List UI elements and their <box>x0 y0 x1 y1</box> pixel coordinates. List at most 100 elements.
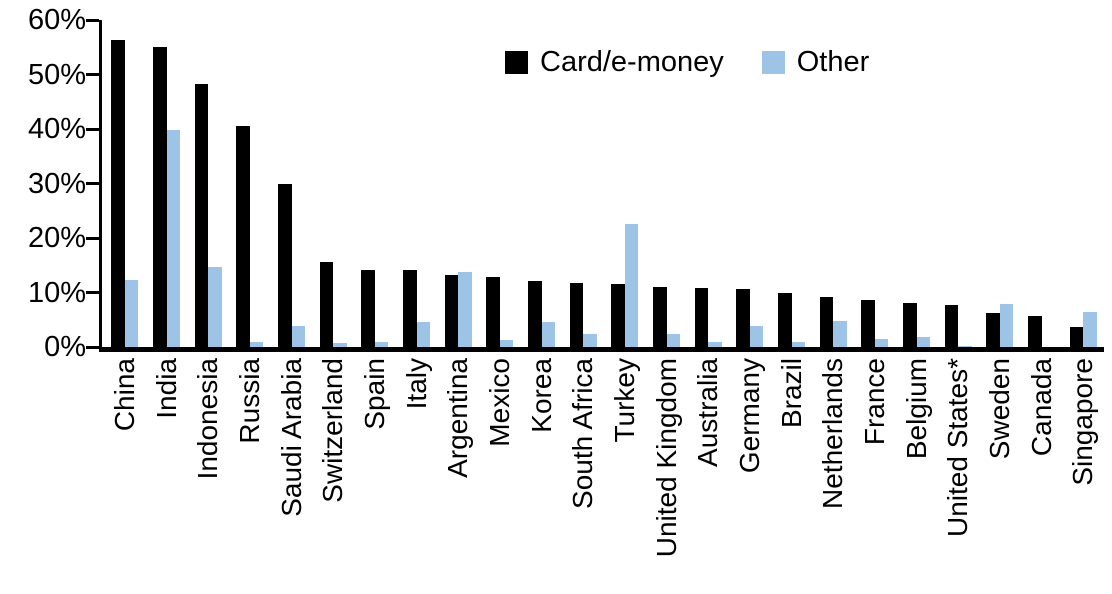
y-tick-mark <box>86 73 99 76</box>
bar-card-united-states <box>944 305 959 347</box>
legend-item-other: Other <box>761 46 870 78</box>
bar-other-turkey <box>624 223 639 347</box>
legend-swatch-card-e-money <box>505 50 528 74</box>
y-tick-label-50: 50% <box>27 58 86 91</box>
x-category-label-canada: Canada <box>1021 358 1063 590</box>
x-category-label-text: France <box>858 358 890 446</box>
legend-label-card-e-money: Card/e-money <box>540 46 724 78</box>
legend: Card/e-money Other <box>505 47 869 77</box>
x-category-label-text: Italy <box>400 358 432 410</box>
bar-card-india <box>153 47 167 347</box>
y-tick-label-20: 20% <box>27 222 86 254</box>
x-category-label-sweden: Sweden <box>979 358 1021 590</box>
x-category-label-india: India <box>146 358 188 590</box>
y-tick-label-40: 40% <box>27 113 86 145</box>
bar-other-netherlands <box>833 320 847 347</box>
x-category-label-text: Singapore <box>1067 358 1099 486</box>
bar-card-turkey <box>611 283 625 347</box>
bar-other-australia <box>708 342 722 347</box>
y-tick-label-30: 30% <box>27 167 86 200</box>
x-category-label-text: Indonesia <box>192 358 224 480</box>
y-tick-mark <box>86 127 99 131</box>
y-tick-mark <box>86 182 99 185</box>
x-category-label-korea: Korea <box>521 358 563 590</box>
bar-card-saudi-arabia <box>278 184 292 347</box>
x-category-label-saudi-arabia: Saudi Arabia <box>271 358 313 590</box>
x-axis-line <box>99 347 1104 352</box>
bar-other-france <box>874 338 889 347</box>
x-category-label-text: United Kingdom <box>650 358 682 558</box>
x-category-label-text: Netherlands <box>817 358 849 509</box>
bar-other-switzerland <box>333 343 347 347</box>
x-category-label-text: Australia <box>692 358 724 467</box>
y-tick-mark <box>86 345 99 349</box>
bar-other-brazil <box>791 341 805 347</box>
x-category-label-united-states: United States* <box>937 358 979 590</box>
x-category-label-south-africa: South Africa <box>562 358 604 590</box>
bar-card-south-africa <box>569 283 584 347</box>
x-category-label-text: Russia <box>233 358 265 444</box>
bar-card-argentina <box>444 274 459 347</box>
plot-area <box>104 20 1104 347</box>
bar-card-belgium <box>903 302 917 347</box>
bar-card-netherlands <box>819 296 834 347</box>
bar-card-france <box>861 300 875 347</box>
x-category-label-text: Argentina <box>442 358 474 478</box>
bar-other-indonesia <box>208 267 222 347</box>
x-category-label-spain: Spain <box>354 358 396 590</box>
bar-other-china <box>124 279 139 347</box>
x-category-label-text: Canada <box>1025 358 1057 457</box>
x-category-label-australia: Australia <box>687 358 729 590</box>
x-category-label-text: Turkey <box>608 358 640 443</box>
x-category-label-text: Saudi Arabia <box>275 358 307 517</box>
bar-other-south-africa <box>583 334 597 347</box>
x-category-label-text: Brazil <box>775 358 807 429</box>
bar-other-mexico <box>499 340 514 347</box>
x-category-label-text: Germany <box>733 358 765 474</box>
y-tick-label-0: 0% <box>44 331 86 363</box>
x-category-label-text: South Africa <box>567 358 599 509</box>
bar-card-germany <box>736 289 750 347</box>
bar-other-korea <box>541 321 555 347</box>
bar-other-united-states <box>958 346 972 347</box>
x-category-label-switzerland: Switzerland <box>312 358 354 590</box>
bar-card-korea <box>528 280 542 347</box>
bar-card-spain <box>361 270 375 347</box>
y-tick-mark <box>86 236 99 240</box>
y-axis-line <box>99 20 102 352</box>
legend-label-other: Other <box>796 46 870 78</box>
bar-card-united-kingdom <box>653 287 667 347</box>
bar-other-india <box>166 130 180 347</box>
x-category-label-russia: Russia <box>229 358 271 590</box>
bar-other-germany <box>749 325 764 347</box>
bar-other-belgium <box>916 336 930 347</box>
bar-card-china <box>111 40 125 347</box>
bar-card-brazil <box>778 293 792 347</box>
x-category-label-united-kingdom: United Kingdom <box>646 358 688 590</box>
bar-card-australia <box>694 288 709 347</box>
bar-other-russia <box>249 342 264 347</box>
x-category-label-italy: Italy <box>396 358 438 590</box>
bar-other-united-kingdom <box>666 334 680 347</box>
bar-other-singapore <box>1083 312 1097 347</box>
x-category-label-brazil: Brazil <box>771 358 813 590</box>
bar-other-italy <box>416 322 430 347</box>
legend-item-card-e-money: Card/e-money <box>505 47 724 77</box>
bar-other-saudi-arabia <box>291 326 305 347</box>
x-category-label-mexico: Mexico <box>479 358 521 590</box>
legend-swatch-other <box>761 50 785 74</box>
x-category-label-text: Belgium <box>900 358 932 460</box>
x-category-label-belgium: Belgium <box>896 358 938 590</box>
x-category-label-germany: Germany <box>729 358 771 590</box>
y-tick-mark <box>86 18 99 22</box>
bar-card-sweden <box>986 313 1000 347</box>
x-category-label-text: Switzerland <box>317 358 349 503</box>
bar-card-singapore <box>1069 326 1084 347</box>
bar-card-switzerland <box>319 261 334 347</box>
x-axis-labels: China India Indonesia Russia Saudi Arabia Swi… <box>104 358 1104 590</box>
bar-card-canada <box>1028 315 1042 347</box>
bar-other-spain <box>374 342 389 347</box>
y-tick-label-10: 10% <box>27 276 86 309</box>
x-category-label-text: Sweden <box>983 358 1015 460</box>
